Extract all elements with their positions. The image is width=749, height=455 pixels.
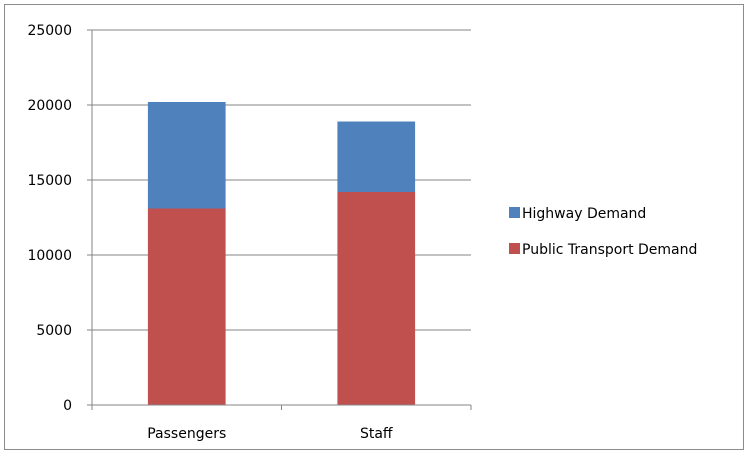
y-tick-label: 10000 [27, 248, 72, 264]
bar-highway-demand-staff [337, 121, 416, 192]
x-tick-label: Passengers [147, 426, 226, 442]
y-tick-label: 5000 [36, 323, 72, 339]
axes: 0 5000 10000 15000 20000 25000 Passengers Staff [27, 23, 472, 442]
bar-public-transport-demand-passengers [147, 208, 226, 405]
legend-label: Public Transport Demand [522, 242, 697, 258]
x-tick-label: Staff [360, 426, 393, 442]
legend-swatch [509, 207, 520, 218]
y-tick-label: 0 [63, 398, 72, 414]
legend-label: Highway Demand [522, 206, 646, 222]
bar-public-transport-demand-staff [337, 192, 416, 405]
y-tick-label: 15000 [27, 173, 72, 189]
y-tick-label: 25000 [27, 23, 72, 39]
bars [147, 102, 416, 405]
bar-highway-demand-passengers [147, 102, 226, 209]
legend-swatch [509, 243, 520, 254]
y-tick-label: 20000 [27, 98, 72, 114]
legend: Highway Demand Public Transport Demand [509, 206, 697, 258]
